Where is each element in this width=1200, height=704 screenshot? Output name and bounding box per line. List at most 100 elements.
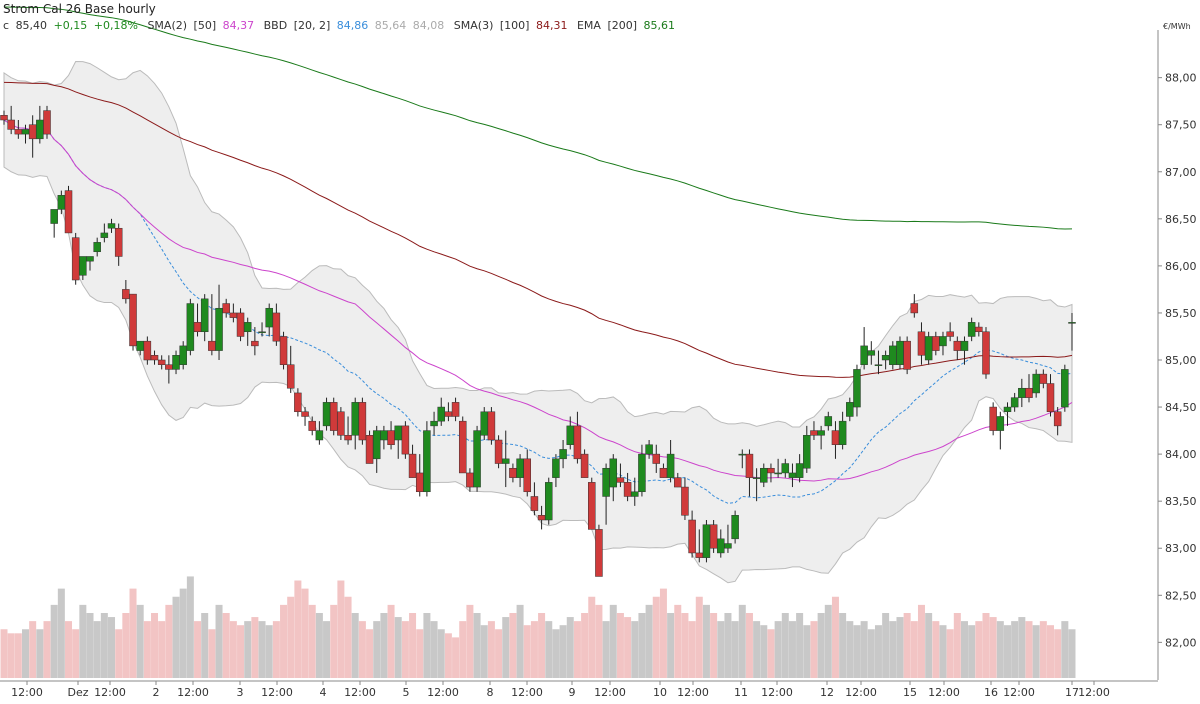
candle-down bbox=[114, 227, 123, 257]
sma2-value: 84,37 bbox=[222, 19, 255, 32]
volume-bar bbox=[337, 580, 345, 678]
candle-up bbox=[258, 331, 266, 334]
volume-bar bbox=[667, 613, 675, 678]
candle-down bbox=[129, 293, 137, 347]
candle-up bbox=[638, 453, 646, 493]
volume-bar bbox=[258, 621, 266, 678]
volume-bar bbox=[36, 629, 44, 678]
y-tick-label: 86,50 bbox=[1165, 213, 1197, 226]
candle-up bbox=[243, 322, 252, 333]
candle-up bbox=[889, 345, 897, 365]
candle-down bbox=[903, 340, 911, 370]
volume-bar bbox=[624, 617, 632, 678]
x-tick-label: 12:00 bbox=[177, 686, 209, 699]
volume-bar bbox=[846, 621, 854, 678]
x-tick-label: 2 bbox=[153, 686, 160, 699]
candle-down bbox=[344, 435, 352, 441]
candle-down bbox=[0, 115, 8, 121]
volume-bar bbox=[989, 617, 997, 678]
volume-bar bbox=[1003, 625, 1011, 678]
volume-bar bbox=[344, 596, 352, 678]
volume-bar bbox=[968, 625, 976, 678]
x-tick-label: 12 bbox=[820, 686, 834, 699]
volume-bar bbox=[738, 604, 746, 678]
candle-down bbox=[337, 411, 345, 436]
sma2-name: SMA(2) bbox=[147, 19, 188, 32]
volume-bar bbox=[1025, 621, 1033, 678]
volume-bar bbox=[251, 617, 259, 678]
candle-up bbox=[760, 467, 768, 483]
volume-bar bbox=[1018, 617, 1026, 678]
volume-bar bbox=[566, 617, 574, 678]
candle-down bbox=[623, 482, 632, 497]
candle-up bbox=[179, 345, 187, 365]
candle-down bbox=[286, 364, 295, 389]
volume-bar bbox=[22, 629, 30, 678]
volume-bar bbox=[459, 621, 467, 678]
candle-down bbox=[165, 364, 173, 370]
candle-down bbox=[953, 340, 962, 351]
y-tick-label: 82,00 bbox=[1165, 636, 1197, 649]
unit-label: €/MWh bbox=[1163, 22, 1191, 31]
ema-value: 85,61 bbox=[643, 19, 676, 32]
candle-down bbox=[1053, 411, 1062, 427]
bbd-name: BBD bbox=[263, 19, 288, 32]
candle-up bbox=[437, 406, 445, 422]
bbd-param: [20, 2] bbox=[293, 19, 331, 32]
volume-bar bbox=[1039, 621, 1047, 678]
x-tick-label: 12:00 bbox=[261, 686, 293, 699]
candle-up bbox=[602, 467, 610, 497]
volume-bar bbox=[50, 604, 58, 678]
candle-down bbox=[917, 331, 926, 356]
candle-down bbox=[415, 472, 424, 493]
volume-bar bbox=[960, 621, 968, 678]
y-tick-label: 85,00 bbox=[1165, 354, 1197, 367]
candle-down bbox=[695, 552, 704, 558]
volume-bar bbox=[717, 621, 725, 678]
candle-up bbox=[1010, 397, 1019, 408]
volume-bar bbox=[595, 604, 603, 678]
volume-bar bbox=[889, 621, 897, 678]
volume-bar bbox=[351, 613, 359, 678]
volume-bar bbox=[616, 613, 624, 678]
candle-down bbox=[946, 331, 954, 337]
candle-up bbox=[473, 430, 481, 488]
volume-bar bbox=[767, 629, 775, 678]
volume-bar bbox=[237, 625, 245, 678]
candle-up bbox=[631, 491, 639, 497]
volume-bar bbox=[244, 621, 252, 678]
candle-down bbox=[494, 439, 503, 464]
candle-down bbox=[910, 303, 919, 314]
candle-down bbox=[616, 477, 625, 483]
volume-bar bbox=[394, 617, 402, 678]
candle-down bbox=[831, 430, 840, 445]
candle-down bbox=[659, 467, 668, 478]
volume-bar bbox=[896, 617, 904, 678]
volume-bar bbox=[817, 613, 825, 678]
volume-bar bbox=[674, 604, 682, 678]
x-tick-label: 8 bbox=[487, 686, 494, 699]
volume-bar bbox=[516, 604, 524, 678]
candle-up bbox=[79, 256, 87, 276]
candle-up bbox=[107, 223, 116, 229]
y-tick-label: 82,50 bbox=[1165, 589, 1197, 602]
y-tick-label: 84,50 bbox=[1165, 401, 1197, 414]
candle-down bbox=[7, 119, 15, 130]
volume-bar bbox=[0, 629, 8, 678]
candle-down bbox=[28, 124, 37, 140]
volume-bar bbox=[366, 629, 374, 678]
candle-down bbox=[688, 519, 696, 554]
volume-bar bbox=[681, 613, 689, 678]
candle-up bbox=[645, 444, 653, 455]
bbd-upper: 85,64 bbox=[374, 19, 407, 32]
volume-bar bbox=[538, 613, 546, 678]
y-axis: 82,00 82,50 83,00 83,50 84,00 84,50 85,00 85,50… bbox=[1157, 30, 1197, 680]
volume-bar bbox=[882, 613, 890, 678]
sma2-param: [50] bbox=[193, 19, 217, 32]
candle-up bbox=[967, 322, 976, 337]
x-tick-label: 12:00 bbox=[427, 686, 459, 699]
volume-bar bbox=[416, 629, 424, 678]
volume-bar bbox=[695, 596, 703, 678]
candle-up bbox=[996, 416, 1005, 431]
